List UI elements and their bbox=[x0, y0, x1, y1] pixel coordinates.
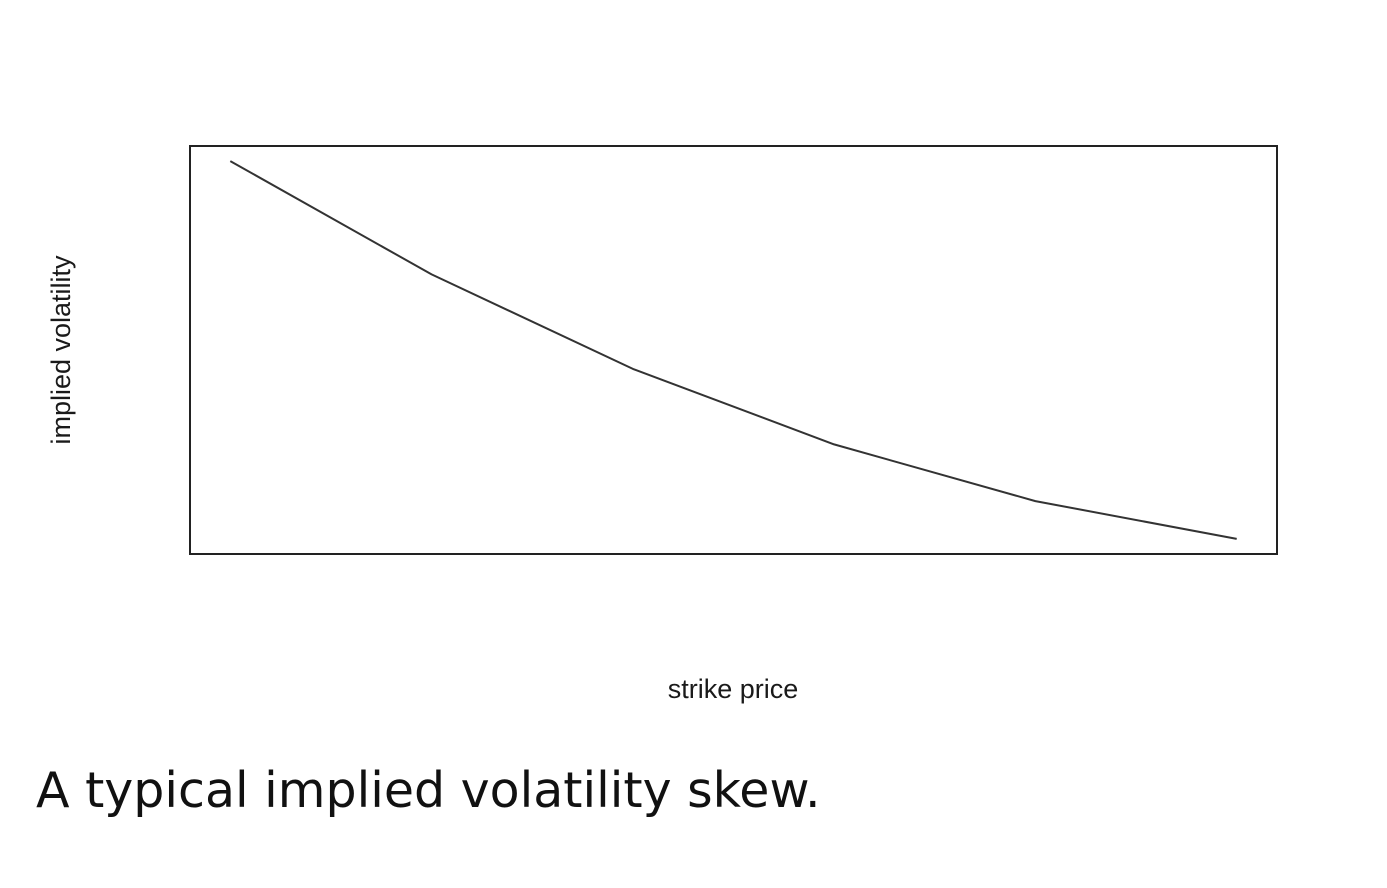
figure-caption: A typical implied volatility skew. bbox=[36, 762, 821, 819]
series-group bbox=[229, 160, 1237, 540]
plot-frame bbox=[189, 145, 1278, 555]
series-line-0 bbox=[229, 160, 1237, 540]
x-axis-label: strike price bbox=[668, 674, 799, 704]
y-axis-label: implied volatility bbox=[46, 255, 76, 445]
